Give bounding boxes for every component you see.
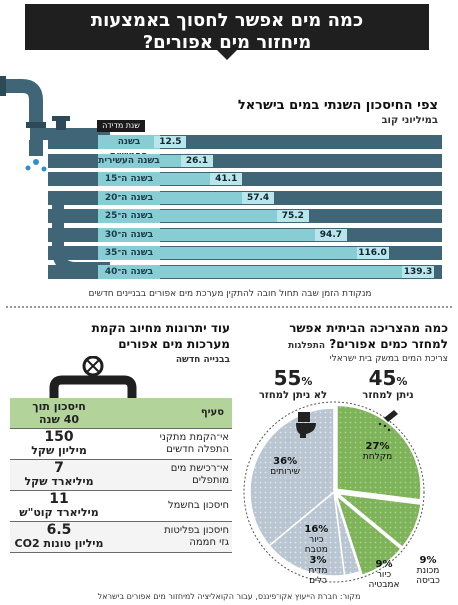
page-title: כמה מים אפשר לחסוך באמצעות מיחזור מים אפ…: [25, 10, 429, 54]
row-label: אי־הקמת מתקני התפלה חדשים: [108, 428, 232, 460]
col-header-item: סעיף: [108, 398, 232, 429]
annual-chart-title: צפי החיסכון השנתי במים בישראל: [237, 98, 438, 113]
page-title-line1: כמה מים אפשר לחסוך באמצעות: [90, 10, 364, 31]
pie-slice-percent: 27%: [365, 440, 390, 452]
pie-slice-percent: 3%: [309, 555, 327, 566]
bar-value-fill: [160, 265, 402, 278]
nonrecyclable-group: 55% לא ניתן למחזר: [248, 366, 338, 401]
water-drop-icon: [33, 159, 39, 165]
nonrecyclable-label: לא ניתן למחזר: [258, 390, 328, 401]
bar-category-label: בשנה ה־15: [98, 172, 160, 186]
pie-slice-label: 16% כיור מטבח: [304, 523, 329, 555]
bar-value-label: 26.1: [180, 154, 213, 167]
table-row: אי־רכישת מים מותפלים 7 מיליארד שקל: [10, 459, 232, 491]
annual-chart-note: מנקודת הזמן שבה תחול חובה להתקין מערכת מ…: [88, 289, 372, 299]
pie-slice: [334, 493, 403, 577]
row-label: חיסכון בחשמל: [108, 490, 232, 522]
bar-category-label: בשנה ה־30: [98, 227, 160, 242]
bar-value-label: 57.4: [242, 191, 275, 204]
bar-value-label: 116.0: [356, 247, 389, 259]
pie-title-tail: התפלגות: [288, 341, 326, 351]
savings-title-line1: עוד יתרונות מחיוב הקמת: [91, 321, 230, 335]
recyclable-label: ניתן למחזר: [362, 390, 414, 401]
row-value: 150 מיליון שקל: [10, 428, 108, 460]
savings-table: סעיף חיסכון תוך 40 שנה אי־הקמת מתקני התפלה…: [10, 398, 232, 553]
table-row: חיסכון בחשמל 11 מיליארד קוט"ש: [10, 490, 232, 522]
bar-category-label: בשנה החמישית: [98, 135, 160, 161]
bar-value-label: 139.3: [402, 265, 434, 278]
bar-value-fill: [160, 228, 315, 241]
pipe-flange: [0, 76, 6, 96]
row-label: חיסכון בפליטות גזי חממה: [108, 521, 232, 553]
pie-slice: [268, 490, 346, 577]
pie-slice: [335, 492, 422, 549]
toilet-icon: [296, 412, 316, 438]
pie-slice-percent: 36%: [273, 456, 298, 467]
bar-value-fill: [160, 191, 243, 204]
pipe-flange: [26, 122, 46, 128]
title-banner: [25, 4, 429, 60]
pie-labels: 27% מקלחת 9% מכונת כביסה 9% כיור אמבטיה 3% מדיח כל…: [238, 400, 458, 600]
faucet-valve-icon: [56, 120, 66, 130]
bar-value-label: 75.2: [276, 210, 309, 222]
row-value: 11 מיליארד קוט"ש: [10, 490, 108, 522]
savings-title-line2: מערכות מים אפורים: [118, 337, 230, 351]
savings-title-line3: בבנייה חדשה: [175, 355, 230, 365]
nonrecyclable-percent: 55%: [273, 366, 313, 390]
annual-chart-unit: במיליוני קוב: [381, 115, 438, 126]
water-drop-icon: [41, 166, 47, 172]
recyclable-percent: 45%: [368, 366, 408, 390]
table-row: אי־הקמת מתקני התפלה חדשים 150 מיליון שקל: [10, 428, 232, 460]
pie-slice-label: 9% כיור אמבטיה: [368, 559, 400, 591]
pie-title-line2: למחזר כמים אפורים?: [329, 337, 448, 351]
page-title-line2: מיחזור מים אפורים?: [142, 32, 312, 53]
water-usage-pie: [243, 401, 425, 583]
source-note: מקור: חברת הייעוץ אקו־פיננס, עבור הקואלי…: [97, 592, 361, 601]
pie-slice-label: 9% מכונת כביסה: [416, 555, 440, 587]
pie-title-line1: כמה מהצריכה הביתית אפשר: [289, 321, 448, 335]
shower-icon: [378, 410, 398, 432]
table-row: חיסכון בפליטות גזי חממה 6.5 מיליון טונות C…: [10, 521, 232, 553]
bar-value-fill: [160, 173, 211, 185]
water-drop-icon: [25, 165, 31, 171]
bar-value-label: 94.7: [314, 228, 347, 241]
pie-title: כמה מהצריכה הביתית אפשר למחזר כמים אפורי…: [248, 320, 448, 354]
recyclable-group: 45% ניתן למחזר: [348, 366, 428, 401]
pie-slice-label: 36% שירותים: [270, 456, 301, 478]
year-badge: שנת מדידה: [97, 120, 145, 132]
pipe-segment: [0, 79, 43, 128]
valve-pipe-icon: [49, 356, 137, 398]
bar-value-fill: [160, 247, 357, 259]
pie-slice-percent: 16%: [304, 523, 329, 535]
pie-slice: [336, 404, 422, 501]
bar-value-label: 41.1: [210, 173, 243, 185]
bar-value-label: 12.5: [154, 136, 187, 148]
savings-title: עוד יתרונות מחיוב הקמת מערכות מים אפורים…: [10, 320, 230, 368]
row-label: אי־רכישת מים מותפלים: [108, 459, 232, 491]
bar-category-label: בשנה ה־25: [98, 209, 160, 223]
row-value: 7 מיליארד שקל: [10, 459, 108, 491]
pie-slices: [243, 401, 425, 583]
bar-category-label: בשנה ה־40: [98, 264, 160, 279]
pie-subtitle: צריכת המים במשק בית ישראלי: [329, 354, 448, 364]
pie-slice: [249, 407, 335, 547]
bar-category-label: בשנה ה־20: [98, 190, 160, 205]
bar-value-fill: [160, 210, 277, 222]
pie-outline: [243, 401, 425, 583]
annual-savings-chart: בשנה החמישית12.5 בשנה העשירית 26.1 בשנה ה־1…: [0, 0, 458, 290]
pie-slice-percent: 9%: [375, 559, 393, 570]
pie-slice-label: 3% מדיח כלים: [308, 555, 328, 587]
pie-slice-label: 27% מקלחת: [362, 440, 393, 462]
row-value: 6.5 מיליון טונות CO2: [10, 521, 108, 553]
bar-category-label: בשנה ה־35: [98, 246, 160, 260]
bar-category-label: בשנה העשירית: [98, 153, 160, 168]
section-divider: [6, 306, 452, 308]
pie-slice-percent: 9%: [419, 555, 437, 566]
col-header-value: חיסכון תוך 40 שנה: [10, 398, 108, 429]
bar-value-fill: [160, 154, 181, 167]
